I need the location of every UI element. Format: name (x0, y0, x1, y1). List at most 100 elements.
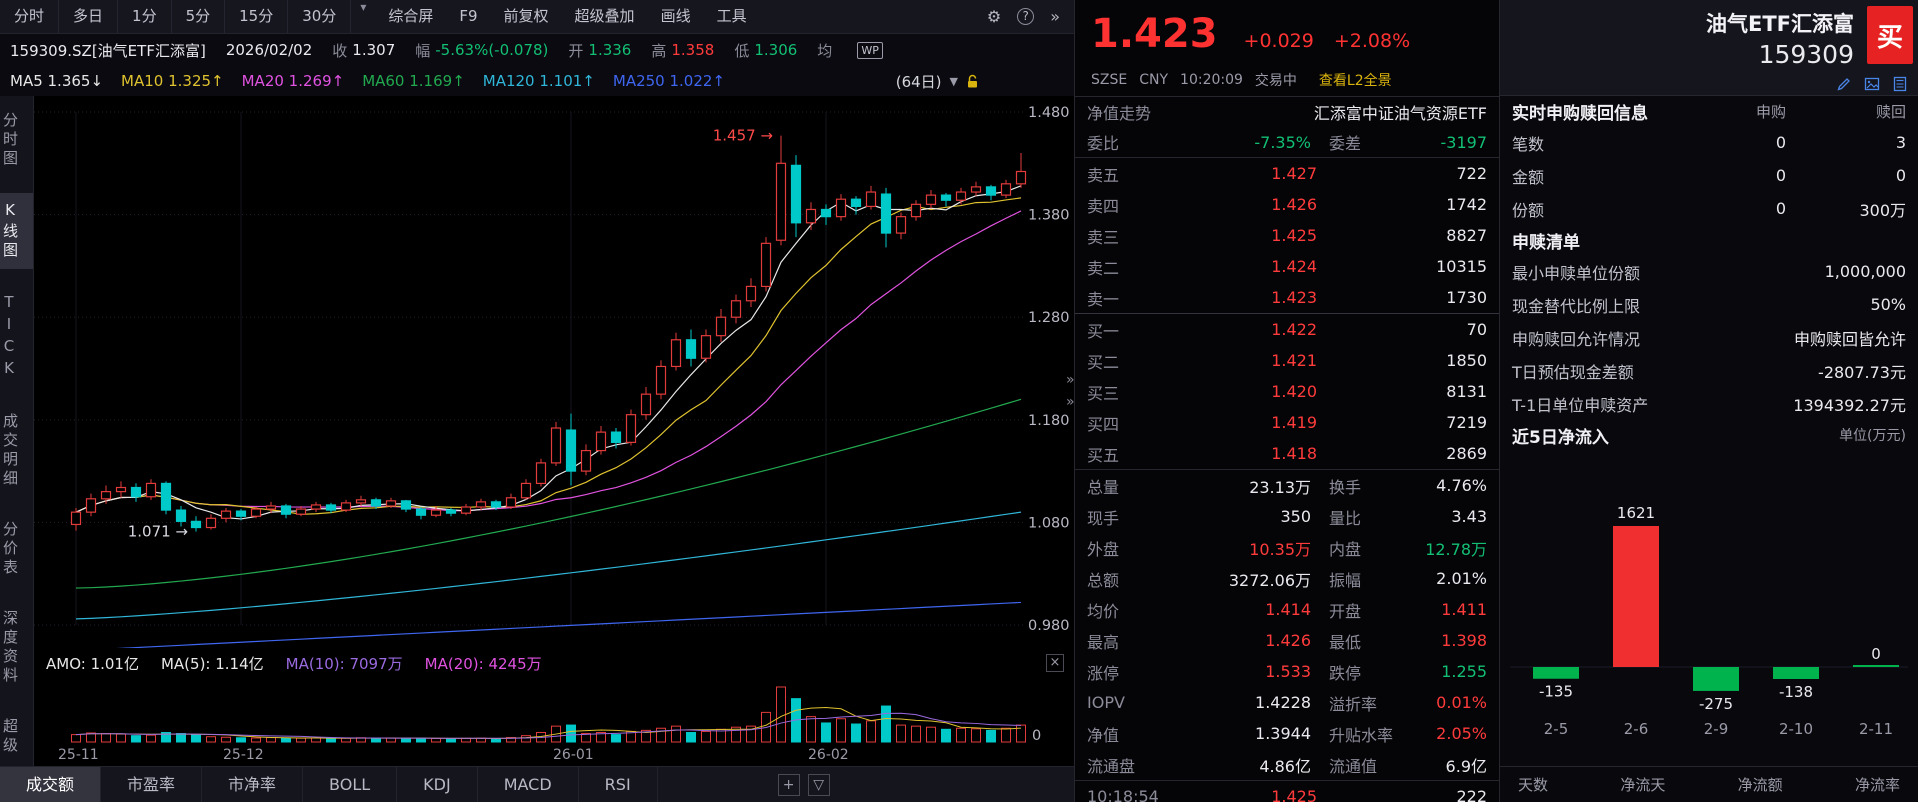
net-flow-chart[interactable]: -135 2-5 1621 2-6 -275 2-9 -138 2-10 0 2-11 (1500, 450, 1918, 766)
svg-text:1621: 1621 (1617, 504, 1655, 522)
collapse-panel-button[interactable]: ▽ (807, 773, 830, 796)
image-icon[interactable] (1864, 76, 1880, 92)
flow-footer-tab-净流额[interactable]: 净流额 (1737, 776, 1783, 794)
toolbar-action-前复权[interactable]: 前复权 (503, 7, 549, 25)
add-indicator-button[interactable]: + (777, 773, 800, 796)
bid-row-买二[interactable]: 买二 1.421 1850 (1087, 351, 1487, 372)
bid-row-买四[interactable]: 买四 1.419 7219 (1087, 413, 1487, 434)
last-price-row: 1.423 +0.029 +2.08% (1075, 0, 1499, 64)
toolbar-action-综合屏[interactable]: 综合屏 (388, 7, 434, 25)
nav-row: 净值走势 汇添富中证油气资源ETF (1075, 97, 1499, 127)
ma-legend-item-5: MA250 1.022↑ (612, 72, 726, 90)
indicator-tab-MACD[interactable]: MACD (478, 767, 579, 802)
period-tab-30分[interactable]: 30分 (288, 0, 352, 33)
svg-text:1.071 →: 1.071 → (128, 523, 188, 541)
trading-status: 交易中 (1254, 73, 1297, 89)
nav-fund-name[interactable]: 汇添富中证油气资源ETF (1313, 104, 1487, 123)
ask-row-卖四[interactable]: 卖四 1.426 1742 (1087, 195, 1487, 216)
svg-text:0.980: 0.980 (1028, 618, 1070, 634)
indicator-tab-RSI[interactable]: RSI (579, 767, 658, 802)
volume-chart[interactable]: 0 (34, 678, 1074, 745)
flow-footer-tab-天数[interactable]: 天数 (1518, 776, 1549, 794)
l2-view-link[interactable]: 查看L2全景 (1318, 73, 1392, 89)
quote-field-均: 均 (817, 41, 833, 60)
etf-panel: 油气ETF汇添富 159309 买 实时申购赎回信息 申购 (1500, 0, 1918, 802)
weibi-label: 委比 (1087, 134, 1120, 153)
flow-header: 近5日净流入 (1512, 427, 1609, 448)
indicator-tab-KDJ[interactable]: KDJ (397, 767, 478, 802)
sidebar-tab-TICK[interactable]: TICK (0, 293, 18, 381)
settings-gear-icon[interactable]: ⚙ (986, 7, 1002, 26)
stat-row-外盘: 外盘 10.35万 内盘 12.78万 (1087, 539, 1487, 559)
indicator-tab-tools: + ▽ (777, 767, 830, 802)
edit-pencil-icon[interactable] (1836, 76, 1852, 92)
ask-row-卖三[interactable]: 卖三 1.425 8827 (1087, 226, 1487, 247)
wp-badge-icon[interactable]: WP (857, 41, 883, 59)
bid-row-买三[interactable]: 买三 1.420 8131 (1087, 382, 1487, 403)
sidebar-tab-分时图[interactable]: 分时图 (1, 112, 19, 169)
ask-row-卖五[interactable]: 卖五 1.427 722 (1087, 164, 1487, 185)
svg-text:1.280: 1.280 (1028, 310, 1070, 326)
period-tab-1分[interactable]: 1分 (118, 0, 172, 33)
range-dropdown-icon[interactable]: ▼ (949, 74, 958, 88)
period-dropdown-icon[interactable]: ▾ (360, 0, 367, 14)
quote-info-bar: 159309.SZ[油气ETF汇添富] 2026/02/02 收 1.307 幅 -5… (0, 34, 1074, 66)
flow-footer-tab-净流天[interactable]: 净流天 (1620, 776, 1666, 794)
period-tab-5分[interactable]: 5分 (172, 0, 226, 33)
security-code: 159309 (1758, 40, 1854, 69)
toolbar-action-画线[interactable]: 画线 (660, 7, 691, 25)
indicator-tab-市净率[interactable]: 市净率 (202, 767, 304, 802)
period-tab-多日[interactable]: 多日 (59, 0, 119, 33)
bid-row-买一[interactable]: 买一 1.422 70 (1087, 320, 1487, 341)
stat-row-IOPV: IOPV 1.4228 溢折率 0.01% (1087, 693, 1487, 714)
sidebar-tab-成交明细[interactable]: 成交明细 (1, 413, 19, 489)
tick-time: 10:18:54 (1087, 787, 1159, 802)
tick-price: 1.425 (1271, 787, 1317, 802)
toolbar-action-F9[interactable]: F9 (459, 7, 478, 25)
sidebar-tab-深度资料[interactable]: 深度资料 (1, 610, 19, 686)
ask-row-卖二[interactable]: 卖二 1.424 10315 (1087, 257, 1487, 278)
symbol-label: 159309.SZ[油气ETF汇添富] (10, 41, 206, 60)
chart-main-area: 分时图 K线图 TICK 成交明细分价表深度资料超级 1.480 1.380 1.280 1… (0, 96, 1074, 766)
sidebar-tab-超级[interactable]: 超级 (1, 718, 19, 756)
divider (1075, 469, 1499, 470)
lock-icon[interactable] (966, 74, 979, 89)
indicator-tab-BOLL[interactable]: BOLL (303, 767, 398, 802)
tick-row[interactable]: 10:18:54 1.425 222 (1075, 781, 1499, 802)
ma-legend-item-2: MA20 1.269↑ (241, 72, 345, 90)
sidebar-tab-分价表[interactable]: 分价表 (1, 521, 19, 578)
toolbar-action-超级叠加[interactable]: 超级叠加 (574, 7, 635, 25)
toolbar-action-工具[interactable]: 工具 (716, 7, 747, 25)
col-subscribe: 申购 (1755, 102, 1786, 121)
sub-redeem-table: 笔数 0 3 金额 0 0 份额 0 300万 (1500, 126, 1918, 225)
svg-text:2-9: 2-9 (1704, 720, 1729, 738)
quote-field-高: 高 1.358 (651, 41, 715, 60)
period-tab-15分[interactable]: 15分 (225, 0, 289, 33)
sub-redeem-list-header-row: 申赎清单 (1500, 225, 1918, 255)
calculator-icon[interactable] (1892, 76, 1908, 92)
more-chevrons-icon[interactable]: » (1050, 7, 1060, 26)
collapse-handle-icon[interactable]: » (1066, 394, 1075, 410)
ma-legend-item-1: MA10 1.325↑ (121, 72, 224, 90)
ask-row-卖一[interactable]: 卖一 1.423 1730 (1087, 288, 1487, 309)
range-label[interactable]: (64日) (895, 72, 942, 91)
weicha-label: 委差 (1329, 134, 1362, 153)
flow-footer-tab-净流率[interactable]: 净流率 (1854, 776, 1900, 794)
help-icon[interactable]: ? (1017, 8, 1035, 25)
sidebar-tab-K线图[interactable]: K线图 (0, 193, 33, 269)
kline-chart[interactable]: 1.480 1.380 1.280 1.180 1.080 0.980 1.457 → 1.0… (34, 96, 1074, 648)
indicator-tab-市盈率[interactable]: 市盈率 (101, 767, 203, 802)
period-tab-分时[interactable]: 分时 (0, 0, 60, 33)
etf-info-row-T-1日单位申赎资产: T-1日单位申赎资产 1394392.27元 (1512, 395, 1906, 415)
indicator-tab-成交额[interactable]: 成交额 (0, 767, 102, 802)
buy-button[interactable]: 买 (1867, 6, 1913, 64)
close-indicator-icon[interactable]: × (1046, 654, 1064, 672)
last-price: 1.423 (1091, 11, 1218, 57)
x-tick-25-12: 25-12 (223, 747, 264, 763)
svg-text:0: 0 (1871, 645, 1881, 663)
divider (1075, 96, 1499, 97)
bid-row-买五[interactable]: 买五 1.418 2869 (1087, 444, 1487, 465)
collapse-handle-icon[interactable]: » (1066, 372, 1075, 388)
svg-text:1.480: 1.480 (1028, 105, 1070, 121)
